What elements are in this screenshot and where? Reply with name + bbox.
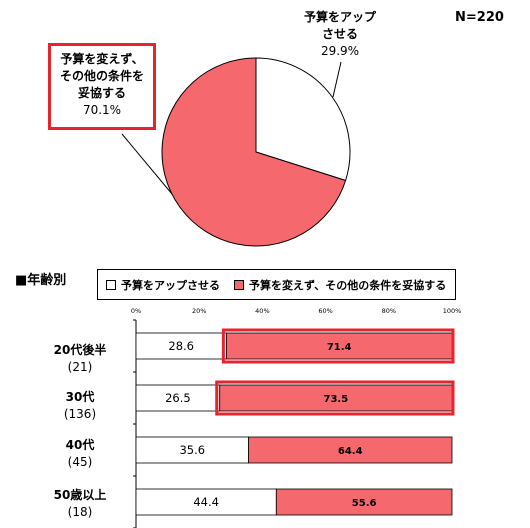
pie-highlight-box (48, 43, 156, 130)
category-label-1: 30代 (136) (25, 389, 135, 423)
bar-chart: 0% 20% 40% 60% 80% 100% 28.6 71.4 26.5 73.5 35.6 64… (131, 307, 462, 528)
bar-3-series-0 (135, 488, 277, 516)
pie-label-keep-line3: 妥協する (77, 86, 126, 100)
legend-swatch-raise (106, 279, 116, 290)
bar-3-series-0-label: 44.4 (193, 495, 219, 509)
bar-1-series-0 (135, 384, 221, 412)
category-label-0-name: 20代後半 (53, 343, 107, 357)
category-label-0: 20代後半 (21) (25, 342, 135, 376)
x-tick-label-3: 60% (318, 307, 332, 315)
pie-label-keep: 予算を変えず、 その他の条件を 妥協する 70.1% (50, 51, 154, 119)
bar-1-highlight-box (215, 380, 455, 416)
pie-label-raise: 予算をアップ させる 29.9% (290, 9, 390, 60)
bar-0-series-0-label: 28.6 (168, 339, 194, 353)
section-title: ■年齢別 (15, 273, 67, 288)
category-label-2: 40代 (45) (25, 437, 135, 471)
pie-label-keep-line2: その他の条件を (59, 69, 144, 83)
bar-2-series-1 (248, 436, 453, 464)
pie-slice-0 (255, 57, 351, 182)
legend-label-raise: 予算をアップさせる (121, 278, 220, 292)
x-tick-label-5: 100% (443, 307, 462, 315)
bar-3-series-1-label: 55.6 (352, 498, 377, 509)
x-tick-label-4: 80% (382, 307, 396, 315)
pie-label-raise-pct: 29.9% (320, 44, 360, 58)
category-label-0-n: (21) (67, 360, 93, 374)
pie-slice-1 (161, 57, 347, 247)
bar-3-series-1 (275, 488, 453, 516)
pie-label-raise-line1: 予算をアップ (303, 10, 376, 24)
legend-swatch-keep (234, 279, 244, 290)
bar-1-series-0-label: 26.5 (165, 391, 191, 405)
category-label-1-n: (136) (63, 407, 97, 421)
category-label-2-n: (45) (67, 455, 93, 469)
bar-1-series-1-label: 73.5 (324, 394, 349, 405)
legend: 予算をアップさせる 予算を変えず、その他の条件を妥協する (97, 269, 456, 300)
x-tick-label-2: 40% (255, 307, 269, 315)
bar-0-highlight-box (221, 328, 455, 364)
pie-leader-line-raise (332, 61, 342, 98)
x-tick-label-1: 20% (192, 307, 206, 315)
sample-size-label: N=220 (455, 10, 504, 25)
pie-label-raise-line2: させる (321, 27, 358, 41)
category-label-3: 50歳以上 (18) (25, 487, 135, 521)
pie-label-keep-line1: 予算を変えず、 (60, 52, 144, 66)
pie-chart (121, 57, 351, 247)
bar-2-series-1-label: 64.4 (338, 446, 363, 457)
x-tick-label-0: 0% (131, 307, 141, 315)
pie-label-keep-pct: 70.1% (82, 103, 122, 117)
bar-0-series-1-label: 71.4 (327, 342, 352, 353)
legend-label-keep: 予算を変えず、その他の条件を妥協する (249, 278, 447, 292)
category-label-3-name: 50歳以上 (53, 488, 107, 502)
category-label-1-name: 30代 (65, 390, 95, 404)
category-label-2-name: 40代 (65, 438, 95, 452)
bar-2-series-0-label: 35.6 (179, 443, 205, 457)
category-label-3-n: (18) (67, 505, 93, 519)
